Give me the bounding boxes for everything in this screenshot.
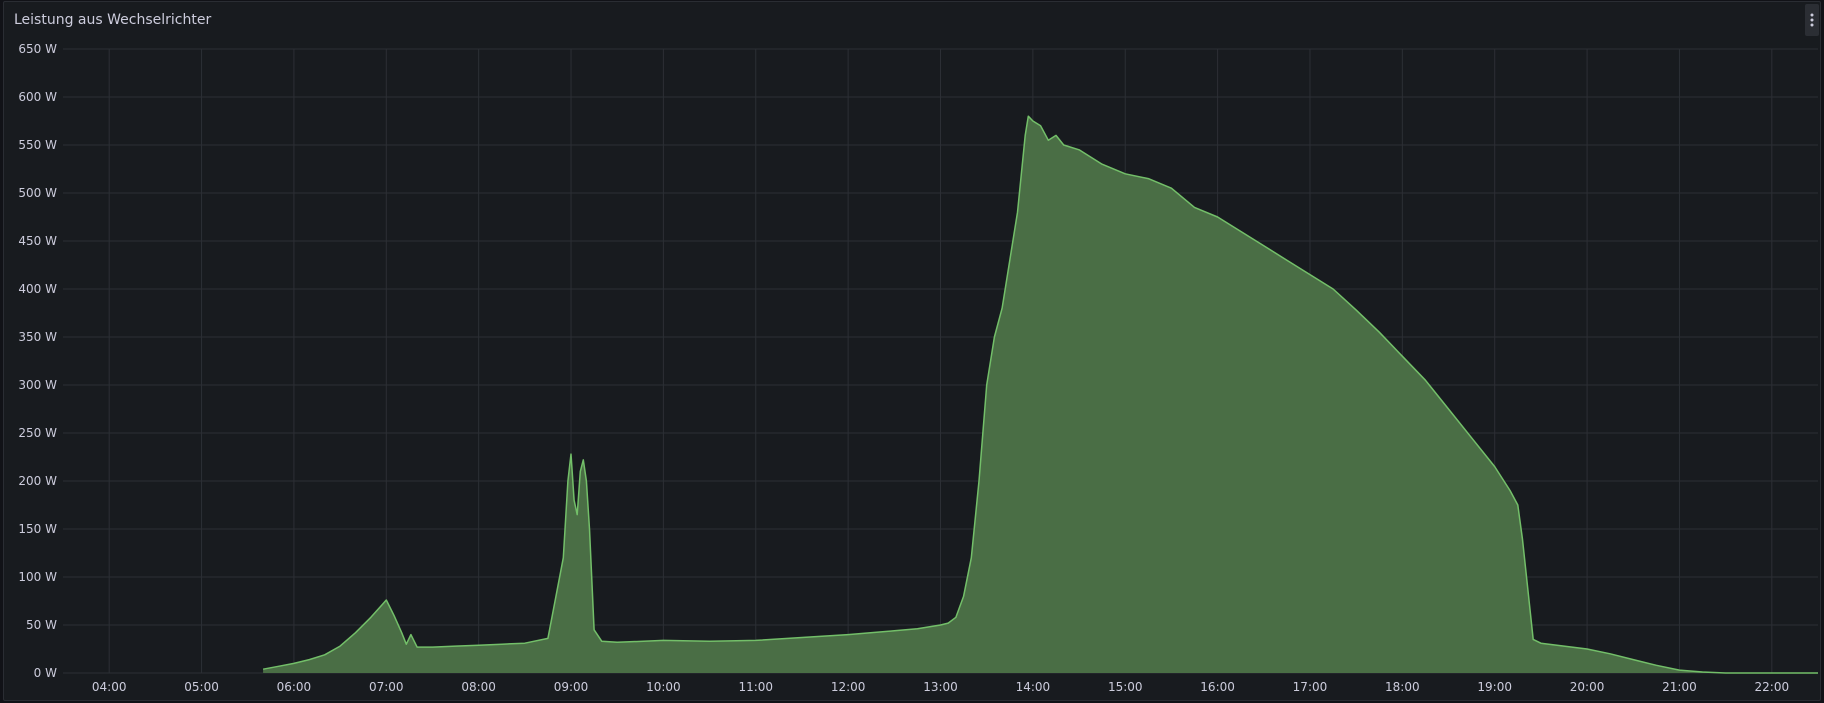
y-tick-label: 500 W — [18, 186, 57, 200]
y-tick-label: 150 W — [18, 522, 57, 536]
x-tick-label: 08:00 — [461, 680, 496, 694]
y-tick-label: 300 W — [18, 378, 57, 392]
y-tick-label: 50 W — [26, 618, 57, 632]
y-tick-label: 600 W — [18, 90, 57, 104]
x-tick-label: 18:00 — [1385, 680, 1420, 694]
x-tick-label: 10:00 — [646, 680, 681, 694]
series-area — [263, 116, 1819, 673]
y-tick-label: 350 W — [18, 330, 57, 344]
y-tick-label: 650 W — [18, 42, 57, 56]
grid — [63, 48, 1818, 674]
y-tick-label: 450 W — [18, 234, 57, 248]
x-tick-label: 22:00 — [1755, 680, 1790, 694]
series-line — [262, 115, 1818, 674]
x-tick-label: 16:00 — [1200, 680, 1235, 694]
x-tick-label: 06:00 — [277, 680, 312, 694]
x-tick-label: 09:00 — [554, 680, 589, 694]
y-tick-label: 250 W — [18, 426, 57, 440]
x-tick-label: 13:00 — [923, 680, 958, 694]
x-tick-label: 15:00 — [1108, 680, 1143, 694]
x-tick-label: 17:00 — [1293, 680, 1328, 694]
x-tick-label: 20:00 — [1570, 680, 1605, 694]
x-tick-label: 05:00 — [184, 680, 219, 694]
x-tick-label: 14:00 — [1016, 680, 1051, 694]
y-tick-label: 200 W — [18, 474, 57, 488]
kebab-menu-icon[interactable] — [1805, 4, 1819, 36]
panel-title: Leistung aus Wechselrichter — [14, 12, 212, 28]
y-tick-label: 0 W — [34, 666, 57, 680]
y-axis: 0 W 50 W 100 W 150 W 200 W 250 W 300 W 350 W 400… — [18, 42, 57, 680]
y-tick-label: 400 W — [18, 282, 57, 296]
x-axis: 04:00 05:00 06:00 07:00 08:00 09:00 10:00 11:00… — [92, 680, 1789, 694]
x-tick-label: 07:00 — [369, 680, 404, 694]
series-layer — [262, 115, 1819, 674]
x-tick-label: 04:00 — [92, 680, 127, 694]
x-tick-label: 21:00 — [1662, 680, 1697, 694]
y-tick-label: 550 W — [18, 138, 57, 152]
x-tick-label: 19:00 — [1477, 680, 1512, 694]
x-tick-label: 12:00 — [831, 680, 866, 694]
x-tick-label: 11:00 — [738, 680, 773, 694]
y-tick-label: 100 W — [18, 570, 57, 584]
